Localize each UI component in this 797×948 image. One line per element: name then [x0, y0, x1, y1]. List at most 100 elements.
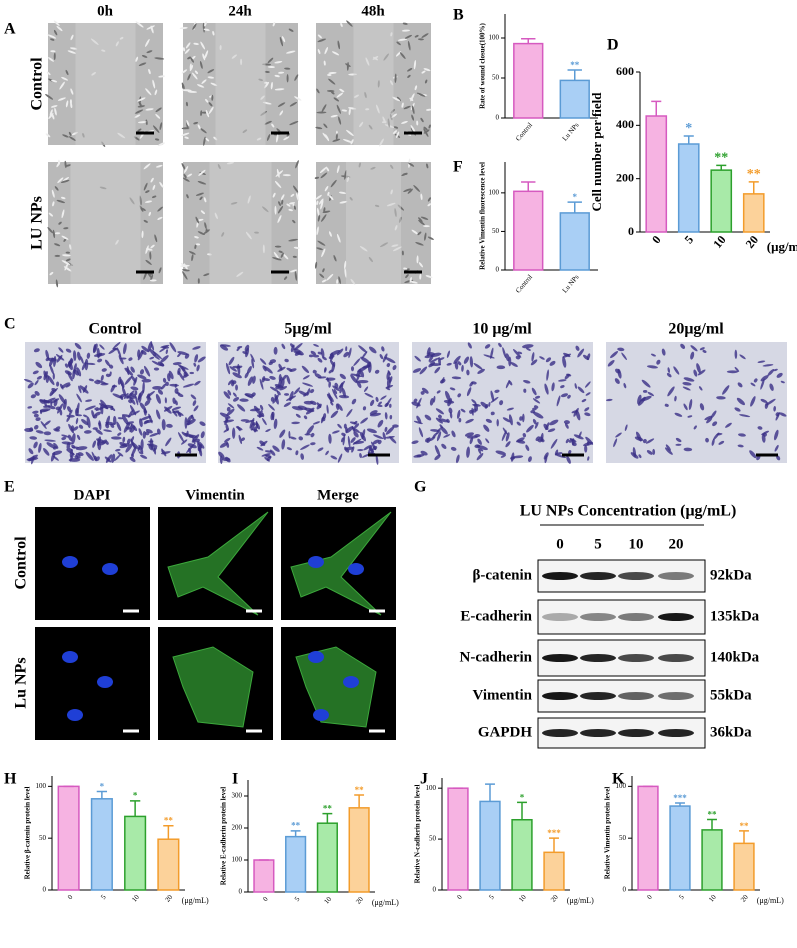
cell	[466, 446, 470, 458]
cell	[101, 368, 107, 372]
x-tick-label: 20	[743, 233, 761, 251]
cell	[50, 38, 55, 41]
y-tick-label: 0	[623, 886, 627, 894]
cell	[61, 434, 70, 438]
cell	[39, 399, 51, 403]
cell	[330, 91, 335, 95]
cell	[55, 426, 61, 431]
cell	[197, 124, 201, 130]
cell	[181, 269, 190, 272]
cell	[137, 105, 146, 108]
cell	[203, 28, 210, 31]
cell	[241, 437, 245, 442]
cell	[366, 428, 377, 434]
significance: *	[133, 791, 138, 801]
cell	[57, 177, 64, 184]
cell	[274, 205, 277, 215]
y-tick-label: 0	[433, 886, 437, 894]
cell	[614, 378, 620, 384]
cell	[54, 186, 59, 191]
cell	[757, 426, 763, 430]
cell	[56, 25, 63, 32]
cell	[496, 365, 506, 370]
cell	[50, 452, 56, 462]
cell	[360, 356, 370, 364]
cell	[184, 48, 190, 54]
cell	[47, 375, 55, 386]
cell	[105, 373, 111, 378]
cell	[310, 350, 317, 356]
cell	[138, 428, 143, 436]
cell	[56, 381, 60, 387]
cell	[336, 165, 340, 174]
cell	[65, 69, 69, 76]
cell	[385, 397, 392, 408]
cell	[416, 415, 422, 424]
cell	[413, 454, 425, 458]
cell	[145, 38, 150, 47]
cell	[457, 409, 461, 419]
cell	[198, 169, 206, 176]
cell	[140, 454, 148, 459]
cell	[739, 354, 746, 360]
protein-label: GAPDH	[478, 724, 532, 740]
nucleus	[102, 563, 118, 575]
cell	[267, 57, 274, 64]
cell	[359, 431, 367, 442]
cell	[554, 449, 559, 456]
bar	[157, 838, 180, 891]
cell	[675, 437, 682, 443]
cell	[377, 404, 383, 408]
cell	[76, 434, 81, 441]
cell	[664, 403, 669, 407]
cell	[373, 434, 384, 440]
cell	[322, 268, 325, 273]
y-tick-label: 0	[239, 888, 243, 896]
cell	[194, 70, 199, 75]
cell	[43, 370, 47, 378]
cell	[675, 443, 682, 446]
cell	[449, 387, 456, 391]
cell	[199, 196, 203, 201]
cell	[208, 106, 214, 114]
cell	[219, 442, 229, 448]
cell	[515, 355, 521, 360]
cell	[111, 385, 118, 388]
panel-label: B	[453, 7, 464, 24]
cell	[237, 363, 241, 375]
cell	[135, 21, 144, 28]
cell	[134, 114, 141, 118]
cell	[309, 388, 315, 394]
cell	[451, 376, 462, 380]
cell	[292, 255, 297, 258]
cell	[413, 398, 418, 403]
cell	[710, 410, 717, 419]
error-bar	[129, 800, 141, 817]
cell	[446, 350, 451, 358]
x-unit: (μg/mL)	[567, 896, 594, 905]
cell	[85, 451, 94, 461]
cell	[336, 104, 341, 114]
nucleus	[62, 651, 78, 663]
cell	[411, 440, 419, 444]
cell	[382, 432, 386, 441]
cell	[568, 450, 572, 455]
cell	[284, 67, 291, 70]
cell	[428, 124, 431, 129]
cell	[56, 354, 63, 363]
cell	[204, 21, 207, 27]
cell	[244, 393, 254, 399]
cell	[199, 127, 207, 134]
cell	[345, 63, 351, 67]
y-axis-label: Relative Vimentin fluorescence level	[479, 162, 487, 270]
cell	[485, 418, 492, 423]
cell	[325, 450, 329, 456]
cell	[201, 79, 207, 85]
cell	[121, 386, 127, 397]
cell	[418, 262, 424, 268]
cell	[533, 405, 539, 409]
cell	[185, 101, 188, 107]
cell	[530, 359, 538, 366]
cell	[295, 413, 301, 418]
cell	[567, 394, 571, 399]
